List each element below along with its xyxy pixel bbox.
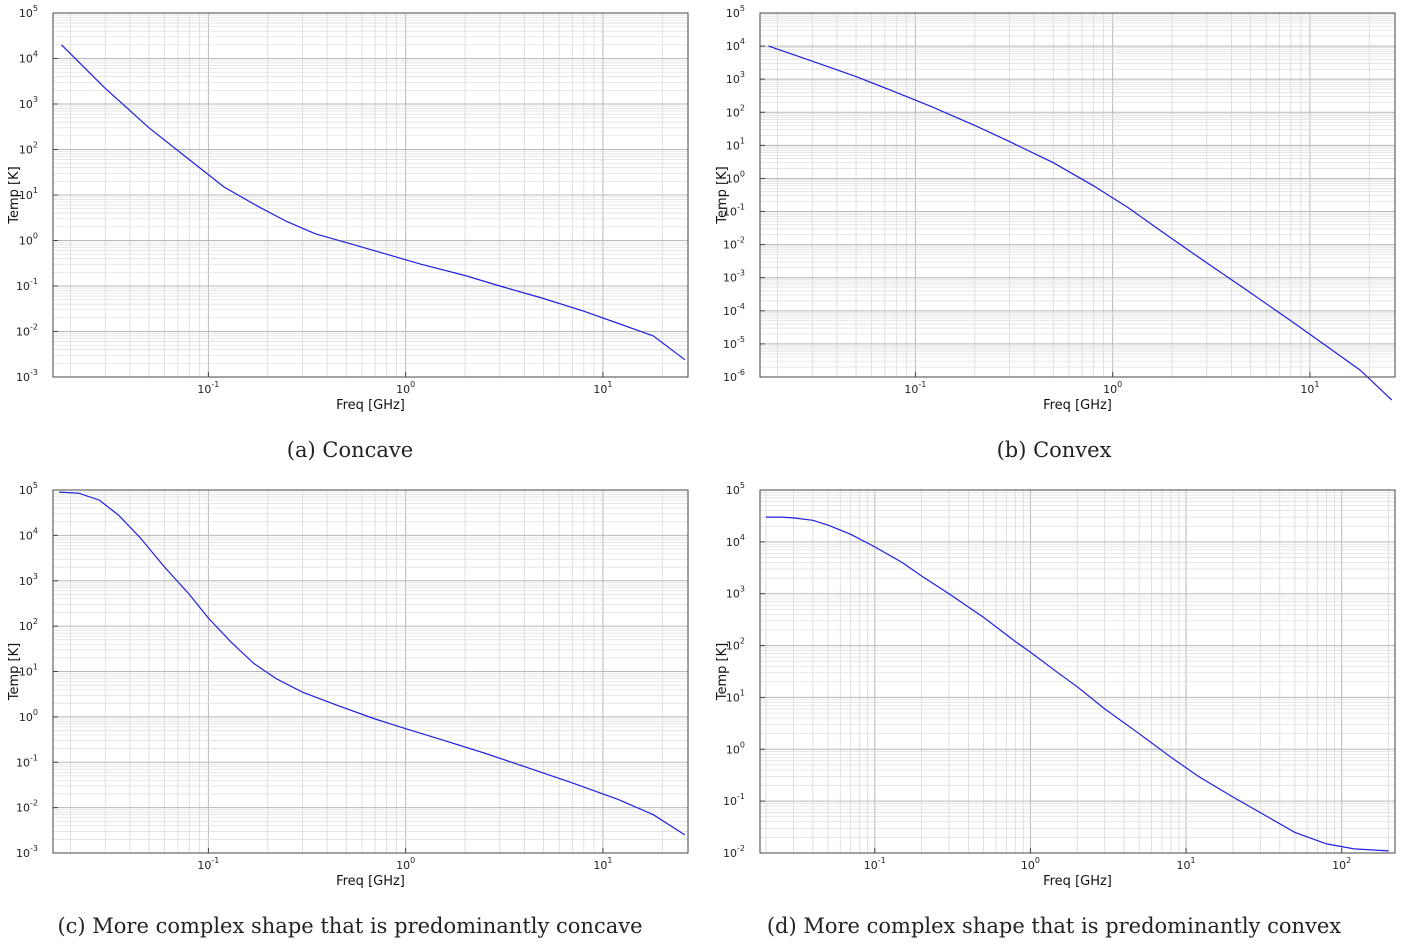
grid-lines (53, 489, 688, 854)
chart-plot-a: 10-1 100 10110-310-210-1100101102103104105… (7, 4, 689, 413)
y-tick-label: 105 (19, 481, 38, 497)
y-tick-label: 103 (726, 70, 745, 86)
y-axis-label: Temp [K] (715, 643, 730, 701)
y-tick-label: 103 (726, 585, 745, 601)
x-tick-label: 101 (593, 856, 612, 872)
y-tick-label: 10-1 (723, 792, 745, 808)
chart-caption-a: (a) Concave (286, 438, 414, 462)
y-tick-label: 102 (726, 103, 745, 119)
y-tick-label: 10-3 (16, 844, 38, 860)
series-line (768, 45, 1393, 401)
y-tick-label: 10-6 (723, 368, 745, 384)
y-axis-label: Temp [K] (7, 643, 22, 701)
series-line (61, 44, 686, 361)
chart-caption-b: (b) Convex (996, 438, 1112, 462)
x-tick-label: 10-1 (197, 380, 219, 396)
y-tick-label: 10-1 (16, 753, 38, 769)
grid-lines (53, 12, 688, 378)
y-tick-label: 105 (19, 4, 38, 20)
x-tick-label: 100 (396, 856, 415, 872)
y-tick-label: 104 (726, 533, 745, 549)
y-tick-label: 103 (19, 572, 38, 588)
y-tick-label: 102 (19, 617, 38, 633)
chart-caption-c: (c) More complex shape that is predomina… (57, 914, 643, 938)
x-axis-label: Freq [GHz] (336, 874, 405, 889)
x-axis-label: Freq [GHz] (1043, 398, 1112, 413)
x-tick-label: 101 (1300, 380, 1319, 396)
y-tick-label: 10-2 (16, 323, 38, 339)
y-tick-label: 10-5 (723, 335, 745, 351)
chart-plot-b: 10-1 100 10110-610-510-410-310-210-1100101… (715, 4, 1396, 413)
x-axis-label: Freq [GHz] (1043, 874, 1112, 889)
grid-lines (760, 12, 1395, 378)
chart-caption-d: (d) More complex shape that is predomina… (766, 914, 1342, 938)
y-tick-label: 100 (19, 708, 38, 724)
y-tick-label: 103 (19, 95, 38, 111)
x-tick-label: 10-1 (197, 856, 219, 872)
y-tick-label: 104 (19, 50, 38, 66)
chart-panel-b: 10-1 100 101 10-6 10-5 10-4 10-3 10-2 10-1 100 101… (708, 0, 1417, 473)
y-tick-label: 10-2 (723, 844, 745, 860)
chart-panel-c: 10-1 100 101 10-3 10-2 10-1 100 101 102 103 104 105… (0, 473, 708, 946)
y-tick-label: 105 (726, 481, 745, 497)
series-line (766, 516, 1389, 852)
chart-panel-a: 10-1 100 101 10-3 10-2 10-1 100 101 102 103 104 105… (0, 0, 708, 473)
y-tick-label: 105 (726, 4, 745, 20)
x-tick-label: 101 (593, 380, 612, 396)
x-tick-label: 10-1 (864, 856, 886, 872)
y-tick-label: 10-1 (16, 277, 38, 293)
y-tick-label: 100 (726, 740, 745, 756)
x-tick-label: 102 (1332, 856, 1351, 872)
y-axis-label: Temp [K] (715, 166, 730, 224)
grid-lines (760, 489, 1395, 854)
plot-frame (759, 489, 1396, 854)
y-tick-label: 102 (19, 141, 38, 157)
y-tick-label: 104 (726, 37, 745, 53)
y-tick-label: 10-2 (723, 236, 745, 252)
x-tick-label: 100 (1021, 856, 1040, 872)
x-tick-label: 101 (1177, 856, 1196, 872)
x-tick-label: 100 (1103, 380, 1122, 396)
y-axis-label: Temp [K] (7, 166, 22, 224)
y-tick-label: 100 (19, 232, 38, 248)
chart-plot-c: 10-1 100 10110-310-210-1100101102103104105… (7, 481, 689, 889)
y-tick-label: 10-3 (16, 368, 38, 384)
y-tick-label: 10-2 (16, 799, 38, 815)
y-tick-label: 104 (19, 526, 38, 542)
y-tick-label: 101 (726, 136, 745, 152)
y-tick-label: 10-4 (723, 302, 745, 318)
x-axis-label: Freq [GHz] (336, 398, 405, 413)
chart-panel-d: 10-1 100 101 102 10-2 10-1 100 101 102 103 104 105 F… (708, 473, 1417, 946)
series-line (59, 491, 686, 836)
x-tick-label: 100 (396, 380, 415, 396)
x-tick-label: 10-1 (904, 380, 926, 396)
chart-plot-d: 10-1 100 101 10210-210-1100101102103104105F… (715, 481, 1396, 889)
y-tick-label: 10-3 (723, 269, 745, 285)
plot-frame (759, 12, 1396, 378)
